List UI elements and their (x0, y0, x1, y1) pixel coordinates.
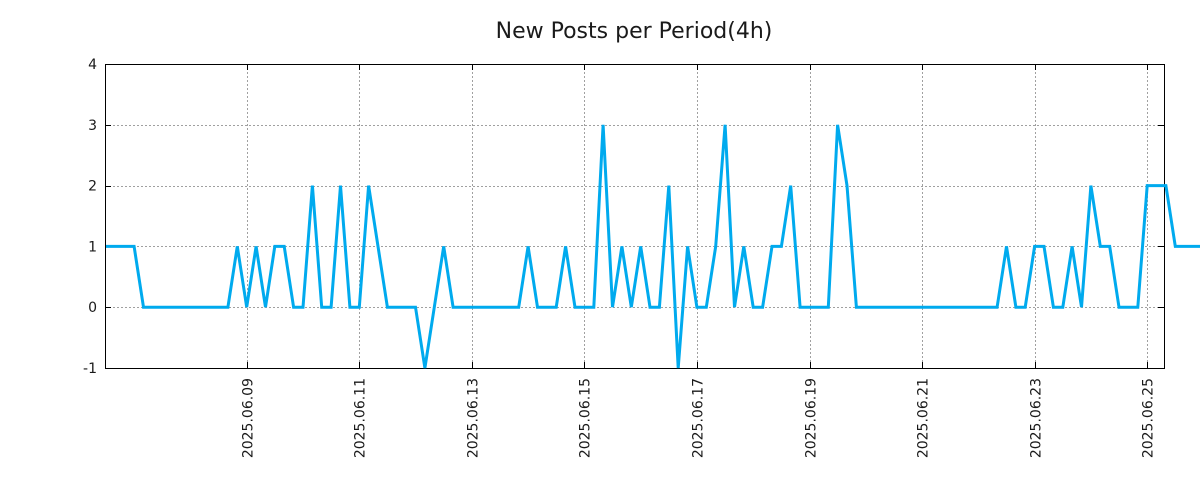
x-axis-tick-labels: 2025.06.09 2025.06.11 2025.06.13 2025.06.15… (241, 378, 1157, 458)
chart-title: New Posts per Period(4h) (496, 19, 773, 44)
x-tick-label: 2025.06.19 (804, 378, 820, 458)
series-line (106, 124, 1200, 369)
x-tick-label: 2025.06.11 (353, 378, 369, 458)
x-tick-label: 2025.06.21 (916, 378, 932, 458)
y-tick-label: 4 (88, 57, 97, 73)
x-tick-label: 2025.06.09 (241, 378, 257, 458)
plot-frame (105, 64, 1165, 369)
x-tick-label: 2025.06.25 (1141, 378, 1157, 458)
y-axis-tick-labels: -1 0 1 2 3 4 (83, 57, 97, 377)
x-tick-label: 2025.06.15 (578, 378, 594, 458)
y-tick-label: 2 (88, 179, 97, 195)
x-tick-label: 2025.06.23 (1029, 378, 1045, 458)
x-tick-label: 2025.06.13 (466, 378, 482, 458)
axis-ticks (105, 64, 1164, 369)
y-tick-label: 0 (88, 300, 97, 316)
y-tick-label: 3 (88, 118, 97, 134)
y-tick-label: 1 (88, 239, 97, 255)
series-layer (106, 124, 1200, 369)
y-tick-label: -1 (83, 361, 97, 377)
x-tick-label: 2025.06.17 (691, 378, 707, 458)
grid-lines (105, 64, 1164, 368)
